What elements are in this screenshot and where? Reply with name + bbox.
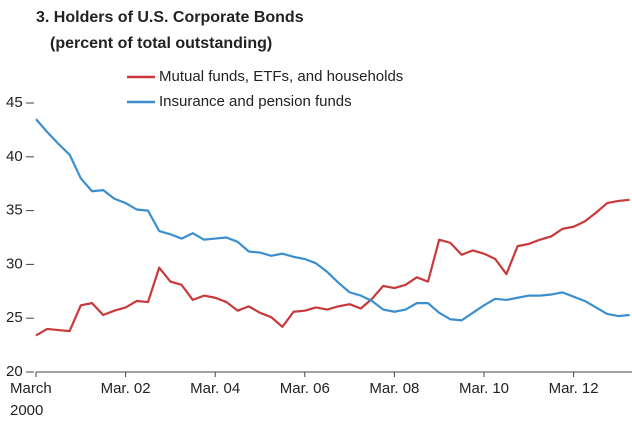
chart-title: 3. Holders of U.S. Corporate Bonds	[36, 9, 304, 26]
x-tick-label: Mar. 06	[279, 380, 330, 397]
y-tick-label: 45	[6, 94, 23, 111]
y-tick-label: 20	[6, 363, 23, 380]
y-tick-label: 30	[6, 255, 23, 272]
x-tick-label: Mar. 08	[369, 380, 420, 397]
legend-label: Insurance and pension funds	[159, 93, 352, 110]
series-line	[35, 198, 630, 337]
x-tick-label: Mar. 02	[100, 380, 151, 397]
y-tick-label: 35	[6, 202, 23, 219]
y-tick-label: 25	[6, 309, 23, 326]
x-tick-label: Mar. 12	[548, 380, 599, 397]
x-tick-label: Mar. 04	[190, 380, 241, 397]
x-tick-label: March 2000	[10, 380, 52, 419]
legend-label: Mutual funds, ETFs, and households	[159, 68, 403, 85]
series-line	[35, 118, 630, 322]
y-tick-label: 40	[6, 148, 23, 165]
x-tick-label: Mar. 10	[458, 380, 510, 397]
chart-subtitle: (percent of total outstanding)	[50, 35, 272, 52]
